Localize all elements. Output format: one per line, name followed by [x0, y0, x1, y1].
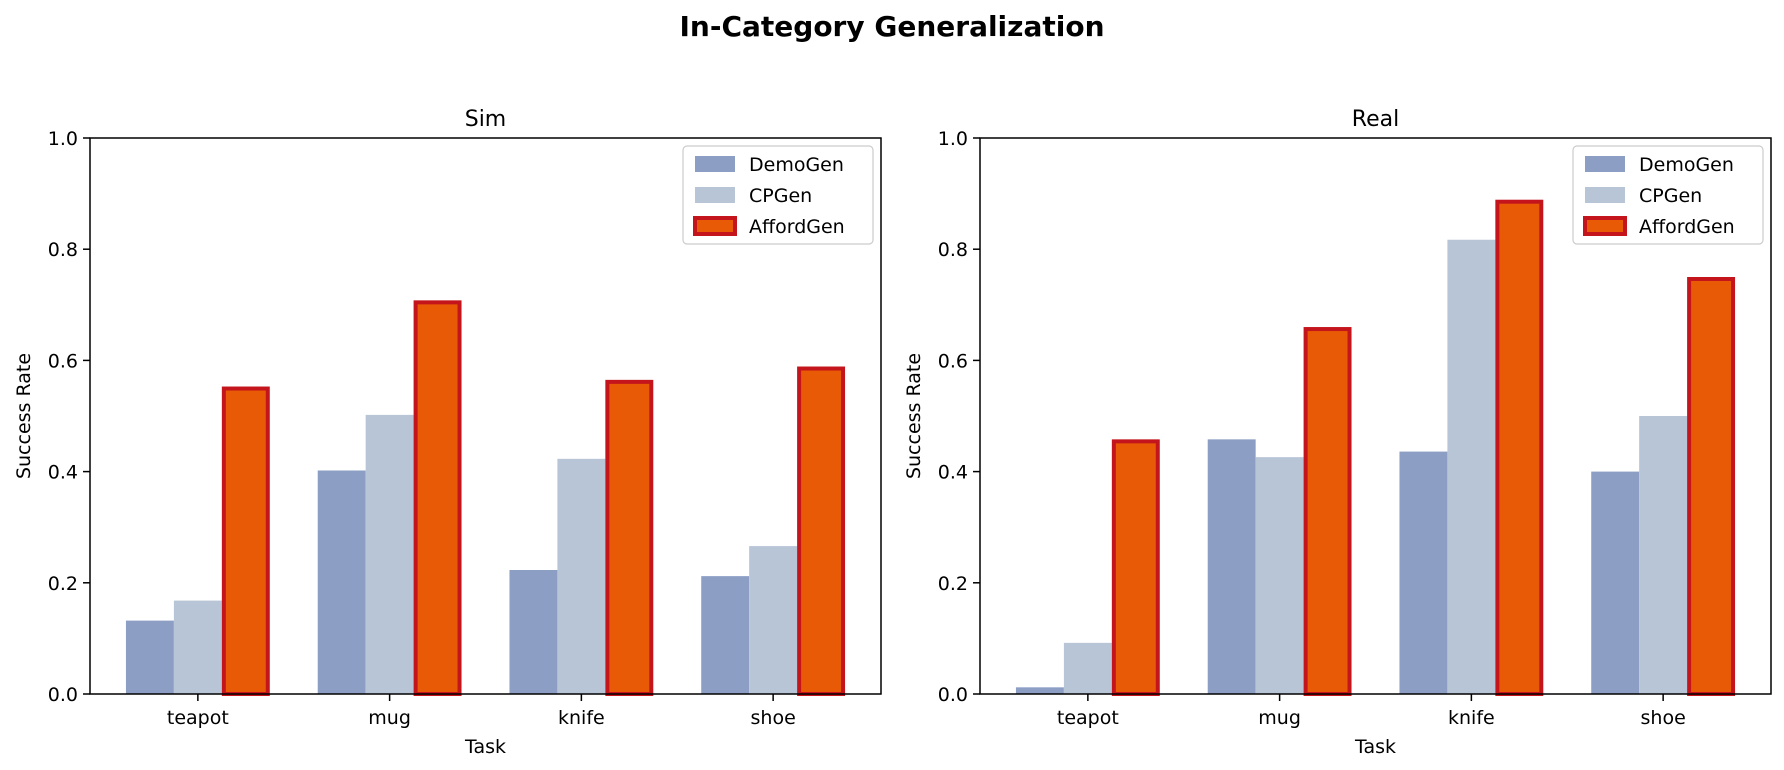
- bar-affordgen-knife: [1495, 199, 1544, 696]
- y-tick-label: 0.2: [48, 573, 78, 595]
- bar-cpgen-teapot: [1063, 642, 1112, 694]
- bar-affordgen-teapot: [221, 386, 270, 696]
- bar-cpgen-mug: [365, 414, 414, 694]
- x-tick-label-knife: knife: [1448, 707, 1495, 729]
- bar-cpgen-knife: [1447, 239, 1496, 695]
- legend-swatch-cpgen: [695, 187, 735, 203]
- legend-swatch-demogen: [1585, 156, 1625, 172]
- legend: DemoGen CPGen AffordGen: [682, 145, 874, 245]
- legend-label-demogen: DemoGen: [1639, 154, 1734, 176]
- bar-cpgen-shoe: [749, 546, 798, 694]
- bar-demogen-teapot: [125, 620, 174, 694]
- bar-demogen-mug: [317, 470, 366, 694]
- subplot-real: Real 0.0 0.2 0.4 0.6 0.8 1.0 teapot mug knife shoe…: [903, 107, 1772, 758]
- bar-affordgen-mug: [413, 300, 462, 696]
- bar-demogen-mug: [1207, 439, 1256, 694]
- legend-label-cpgen: CPGen: [1639, 185, 1702, 207]
- y-tick-label: 0.4: [938, 462, 968, 484]
- bar-demogen-shoe: [701, 576, 750, 694]
- bar-cpgen-shoe: [1639, 416, 1688, 694]
- bar-affordgen-teapot: [1111, 439, 1160, 696]
- y-tick-label: 0.4: [48, 462, 78, 484]
- bar-demogen-shoe: [1591, 471, 1640, 694]
- legend-label-affordgen: AffordGen: [749, 216, 845, 238]
- y-axis-label: Success Rate: [903, 353, 925, 479]
- legend: DemoGen CPGen AffordGen: [1572, 145, 1764, 245]
- bar-affordgen-shoe: [797, 366, 846, 696]
- bar-cpgen-knife: [557, 458, 606, 694]
- x-tick-label-knife: knife: [558, 707, 605, 729]
- figure-title: In-Category Generalization: [679, 10, 1104, 43]
- bar-cpgen-teapot: [173, 600, 222, 694]
- legend-swatch-demogen: [695, 156, 735, 172]
- panel-title: Real: [1352, 107, 1399, 132]
- panel-title: Sim: [465, 107, 507, 132]
- y-axis-label: Success Rate: [13, 353, 35, 479]
- x-tick-label-teapot: teapot: [167, 707, 229, 729]
- bar-demogen-knife: [509, 570, 558, 694]
- subplot-sim: Sim 0.0 0.2 0.4 0.6 0.8 1.0 teapot mug knife shoe T…: [13, 107, 882, 758]
- y-tick-label: 0.8: [48, 239, 78, 261]
- y-tick-label: 0.0: [48, 684, 78, 706]
- bar-affordgen-knife: [605, 379, 654, 696]
- legend-swatch-affordgen: [693, 216, 737, 236]
- bar-demogen-knife: [1399, 451, 1448, 694]
- x-tick-label-mug: mug: [1258, 707, 1301, 729]
- legend-swatch-affordgen: [1583, 216, 1627, 236]
- x-axis-label: Task: [1354, 736, 1396, 758]
- bar-affordgen-mug: [1303, 327, 1352, 696]
- x-axis-label: Task: [464, 736, 506, 758]
- plot-frame: [979, 137, 1772, 695]
- y-tick-label: 1.0: [48, 128, 78, 150]
- y-tick-label: 0.2: [938, 573, 968, 595]
- y-tick-label: 0.0: [938, 684, 968, 706]
- y-tick-label: 1.0: [938, 128, 968, 150]
- x-tick-label-mug: mug: [368, 707, 411, 729]
- legend-label-cpgen: CPGen: [749, 185, 812, 207]
- plot-frame: [89, 137, 882, 695]
- x-tick-label-teapot: teapot: [1057, 707, 1119, 729]
- legend-label-demogen: DemoGen: [749, 154, 844, 176]
- x-tick-label-shoe: shoe: [1641, 707, 1686, 729]
- y-tick-label: 0.8: [938, 239, 968, 261]
- bar-demogen-teapot: [1015, 687, 1064, 694]
- x-tick-label-shoe: shoe: [751, 707, 796, 729]
- y-tick-label: 0.6: [938, 350, 968, 372]
- legend-swatch-cpgen: [1585, 187, 1625, 203]
- legend-label-affordgen: AffordGen: [1639, 216, 1735, 238]
- bar-affordgen-shoe: [1687, 277, 1736, 696]
- bar-cpgen-mug: [1255, 457, 1304, 694]
- y-tick-label: 0.6: [48, 350, 78, 372]
